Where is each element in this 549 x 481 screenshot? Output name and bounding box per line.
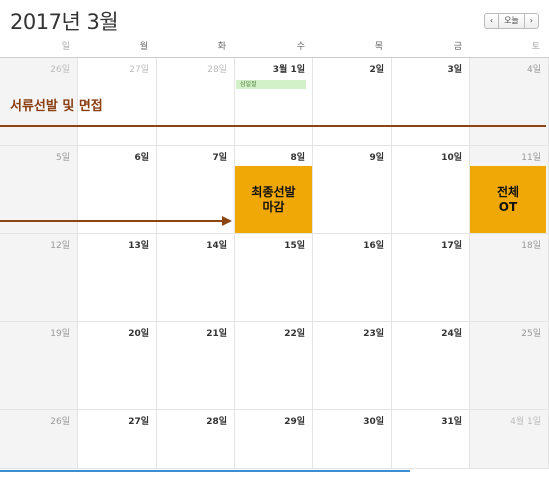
month-grid: 26일 27일 28일 3월 1일 2일 3일 4일 5일 6일 7일 8일 9일 10일 11일 12일 1… [0,58,549,469]
next-month-button[interactable]: › [523,14,538,28]
day-number: 31일 [441,417,462,427]
day-number: 21일 [206,329,227,339]
day-number: 6일 [134,153,149,163]
final-deadline-event[interactable]: 최종선발 마감 [235,166,312,233]
day-number: 11일 [521,153,541,163]
day-number: 27일 [128,417,149,427]
day-number: 26일 [50,65,70,75]
day-cell[interactable]: 18일 [470,234,549,322]
day-cell[interactable]: 8일 [235,146,313,234]
day-number: 27일 [129,65,149,75]
day-number: 28일 [206,417,227,427]
day-number: 30일 [363,417,384,427]
final-deadline-label: 최종선발 마감 [251,184,296,214]
day-number: 7일 [212,153,227,163]
day-number: 10일 [441,153,462,163]
day-cell[interactable]: 7일 [157,146,235,234]
screening-event-label[interactable]: 서류선발 및 면접 [10,99,103,114]
weekday-wed: 수 [296,42,305,52]
day-cell[interactable]: 10일 [392,146,470,234]
weekday-thu: 목 [374,42,383,52]
day-cell[interactable]: 29일 [235,410,313,469]
day-cell[interactable]: 28일 [157,58,235,146]
day-number: 12일 [50,241,70,251]
day-cell[interactable]: 26일 [0,410,78,469]
day-cell[interactable]: 9일 [313,146,392,234]
arrow-head-icon [222,216,232,226]
day-number: 25일 [521,329,541,339]
day-number: 26일 [50,417,70,427]
day-cell[interactable]: 5일 [0,146,78,234]
day-cell[interactable]: 17일 [392,234,470,322]
weekday-fri: 금 [453,42,462,52]
day-number: 9일 [369,153,384,163]
day-number: 22일 [284,329,305,339]
day-cell[interactable]: 16일 [313,234,392,322]
day-cell[interactable]: 13일 [78,234,157,322]
bottom-bar [0,470,549,481]
weekday-mon: 월 [139,42,148,52]
day-cell[interactable]: 4월 1일 [470,410,549,469]
day-cell[interactable]: 4일 [470,58,549,146]
day-cell[interactable]: 15일 [235,234,313,322]
day-number: 3월 1일 [272,65,305,75]
today-button[interactable]: 오늘 [498,14,524,28]
day-cell[interactable]: 27일 [78,58,157,146]
day-number: 18일 [521,241,541,251]
day-cell[interactable]: 22일 [235,322,313,410]
day-cell[interactable]: 3일 [392,58,470,146]
day-number: 20일 [128,329,149,339]
day-number: 3일 [447,65,462,75]
month-navigation: ‹ 오늘 › [483,13,539,29]
day-number: 5일 [55,153,70,163]
day-cell[interactable]: 31일 [392,410,470,469]
day-number: 29일 [284,417,305,427]
day-number: 19일 [50,329,70,339]
day-cell[interactable]: 14일 [157,234,235,322]
day-number: 28일 [207,65,227,75]
day-cell[interactable]: 26일 [0,58,78,146]
day-number: 13일 [128,241,149,251]
day-cell[interactable]: 27일 [78,410,157,469]
weekday-sat: 토 [531,42,540,52]
day-cell[interactable]: 24일 [392,322,470,410]
day-cell[interactable]: 25일 [470,322,549,410]
day-number: 15일 [284,241,305,251]
day-cell[interactable]: 28일 [157,410,235,469]
screening-period-line [0,125,546,127]
day-number: 23일 [363,329,384,339]
day-cell[interactable]: 3월 1일 [235,58,313,146]
day-cell[interactable]: 6일 [78,146,157,234]
day-cell[interactable]: 2일 [313,58,392,146]
weekday-sun: 일 [61,42,70,52]
day-cell[interactable]: 12일 [0,234,78,322]
day-number: 4월 1일 [510,417,541,427]
day-cell[interactable]: 23일 [313,322,392,410]
day-cell[interactable]: 21일 [157,322,235,410]
day-cell[interactable]: 19일 [0,322,78,410]
day-number: 4일 [526,65,541,75]
orientation-label: 전체 OT [496,184,520,214]
day-number: 2일 [369,65,384,75]
day-number: 8일 [290,153,305,163]
holiday-event[interactable]: 삼일절 [236,80,306,89]
day-number: 14일 [206,241,227,251]
day-cell[interactable]: 30일 [313,410,392,469]
weekday-tue: 화 [217,42,226,52]
day-number: 17일 [441,241,462,251]
prev-month-button[interactable]: ‹ [489,16,494,25]
day-number: 16일 [363,241,384,251]
weekday-header: 일 월 화 수 목 금 토 [0,36,549,58]
calendar-header: 2017년 3월 ‹ 오늘 › [0,0,549,36]
day-number: 24일 [441,329,462,339]
orientation-event[interactable]: 전체 OT [470,166,546,233]
day-cell[interactable]: 20일 [78,322,157,410]
arrow-line [0,220,222,222]
month-title: 2017년 3월 [10,10,119,34]
